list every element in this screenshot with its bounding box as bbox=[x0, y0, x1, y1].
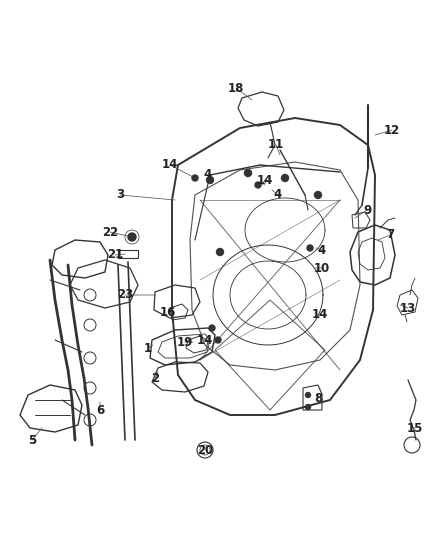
Text: 22: 22 bbox=[102, 225, 118, 238]
Text: 14: 14 bbox=[312, 309, 328, 321]
Text: 5: 5 bbox=[28, 433, 36, 447]
Text: 6: 6 bbox=[96, 403, 104, 416]
Circle shape bbox=[255, 182, 261, 188]
Text: 4: 4 bbox=[318, 244, 326, 256]
Text: 14: 14 bbox=[197, 334, 213, 346]
Text: 3: 3 bbox=[116, 189, 124, 201]
Circle shape bbox=[305, 405, 311, 409]
Text: 18: 18 bbox=[228, 82, 244, 94]
Circle shape bbox=[244, 169, 251, 176]
Circle shape bbox=[192, 175, 198, 181]
Text: 4: 4 bbox=[274, 189, 282, 201]
Text: 20: 20 bbox=[197, 443, 213, 456]
Text: 8: 8 bbox=[314, 392, 322, 405]
Text: 14: 14 bbox=[257, 174, 273, 187]
Text: 7: 7 bbox=[386, 229, 394, 241]
Circle shape bbox=[215, 337, 221, 343]
Text: 12: 12 bbox=[384, 124, 400, 136]
Circle shape bbox=[128, 233, 136, 241]
Circle shape bbox=[314, 191, 321, 198]
Text: 13: 13 bbox=[400, 302, 416, 314]
Text: 23: 23 bbox=[117, 288, 133, 302]
Text: 1: 1 bbox=[144, 342, 152, 354]
Text: 15: 15 bbox=[407, 422, 423, 434]
Circle shape bbox=[282, 174, 289, 182]
Text: 10: 10 bbox=[314, 262, 330, 274]
Text: 4: 4 bbox=[204, 168, 212, 182]
Text: 2: 2 bbox=[151, 372, 159, 384]
Text: 14: 14 bbox=[162, 158, 178, 172]
Text: 19: 19 bbox=[177, 335, 193, 349]
Circle shape bbox=[307, 245, 313, 251]
Text: 11: 11 bbox=[268, 139, 284, 151]
Circle shape bbox=[206, 176, 213, 183]
Text: 9: 9 bbox=[363, 204, 371, 216]
Circle shape bbox=[305, 392, 311, 398]
Circle shape bbox=[216, 248, 223, 255]
Circle shape bbox=[209, 325, 215, 331]
Text: 16: 16 bbox=[160, 305, 176, 319]
Text: 21: 21 bbox=[107, 248, 123, 262]
